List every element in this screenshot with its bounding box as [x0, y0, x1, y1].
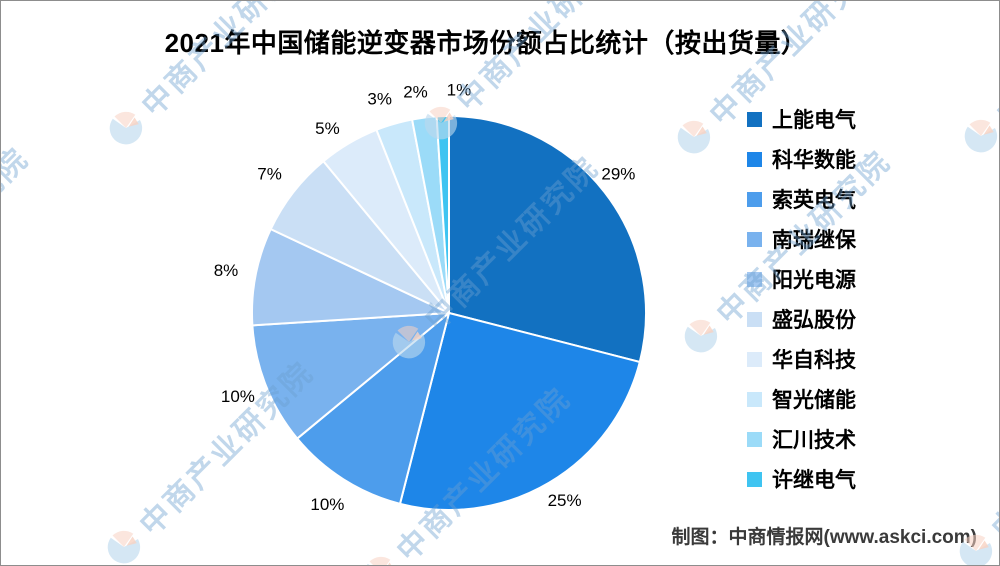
pie-data-label: 25% — [548, 491, 582, 510]
legend-item: 许继电气 — [747, 459, 856, 499]
pie-slice — [296, 312, 450, 505]
legend-swatch — [747, 351, 762, 367]
pie-data-label: 1% — [447, 81, 472, 100]
legend-swatch — [747, 151, 762, 167]
pie-data-label: 5% — [315, 119, 340, 138]
attribution-text: 制图：中商情报网(www.askci.com) — [671, 527, 977, 548]
chart-title: 2021年中国储能逆变器市场份额占比统计（按出货量） — [164, 28, 808, 58]
legend-item: 阳光电源 — [747, 259, 856, 299]
legend-swatch — [747, 471, 762, 487]
legend-label: 汇川技术 — [772, 429, 856, 452]
pie-slice — [448, 115, 647, 363]
legend-item: 上能电气 — [747, 99, 856, 139]
pie-data-label: 7% — [257, 164, 282, 183]
legend: 上能电气科华数能索英电气南瑞继保阳光电源盛弘股份华自科技智光储能汇川技术许继电气 — [747, 99, 856, 499]
pie-slice — [251, 228, 450, 327]
legend-label: 上能电气 — [772, 109, 856, 132]
pie-data-label: 3% — [367, 90, 392, 109]
legend-swatch — [747, 231, 762, 247]
pie-slice — [399, 312, 641, 511]
legend-item: 汇川技术 — [747, 419, 856, 459]
pie-data-label: 10% — [221, 387, 255, 406]
pie-data-label: 29% — [601, 164, 635, 183]
legend-item: 南瑞继保 — [747, 219, 856, 259]
pie-data-label: 10% — [310, 495, 344, 514]
pie-data-label: 2% — [403, 82, 428, 101]
legend-item: 索英电气 — [747, 179, 856, 219]
pie-data-label: 8% — [214, 261, 239, 280]
legend-label: 智光储能 — [772, 389, 856, 412]
legend-label: 南瑞继保 — [772, 229, 856, 252]
legend-swatch — [747, 271, 762, 287]
legend-label: 科华数能 — [772, 149, 856, 172]
legend-label: 阳光电源 — [772, 269, 856, 292]
legend-label: 华自科技 — [772, 349, 856, 372]
legend-label: 索英电气 — [772, 189, 856, 212]
legend-swatch — [747, 391, 762, 407]
legend-label: 许继电气 — [772, 469, 856, 492]
legend-item: 科华数能 — [747, 139, 856, 179]
legend-swatch — [747, 191, 762, 207]
legend-item: 华自科技 — [747, 339, 856, 379]
legend-label: 盛弘股份 — [772, 309, 856, 332]
legend-item: 盛弘股份 — [747, 299, 856, 339]
legend-swatch — [747, 311, 762, 327]
legend-swatch — [747, 431, 762, 447]
legend-item: 智光储能 — [747, 379, 856, 419]
legend-swatch — [747, 111, 762, 127]
